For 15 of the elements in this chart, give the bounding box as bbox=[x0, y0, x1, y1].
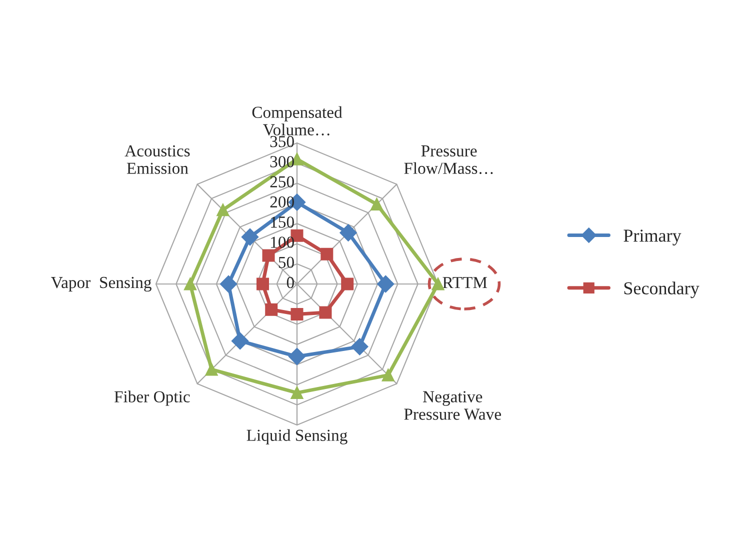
spoke-label: RTTM bbox=[442, 277, 488, 288]
y-tick-label: 150 bbox=[271, 216, 294, 228]
spoke-label: Negative Pressure Wave bbox=[404, 391, 501, 420]
spoke-label: Compensated Volume… bbox=[252, 106, 342, 136]
y-tick-label: 50 bbox=[278, 256, 294, 268]
spoke-label: Vapor Sensing bbox=[51, 276, 152, 292]
y-tick-label: 350 bbox=[270, 136, 294, 148]
spoke-label: Liquid Sensing bbox=[246, 429, 348, 444]
legend-label: Secondary bbox=[624, 282, 700, 298]
y-tick-label: 0 bbox=[286, 276, 294, 288]
legend-label: Primary bbox=[624, 230, 682, 246]
spoke-label: Pressure Flow/Mass… bbox=[404, 145, 493, 174]
spoke-label: Acoustics Emission bbox=[124, 145, 190, 174]
spoke-label: Fiber Optic bbox=[114, 390, 190, 406]
y-tick-label: 250 bbox=[270, 176, 294, 188]
